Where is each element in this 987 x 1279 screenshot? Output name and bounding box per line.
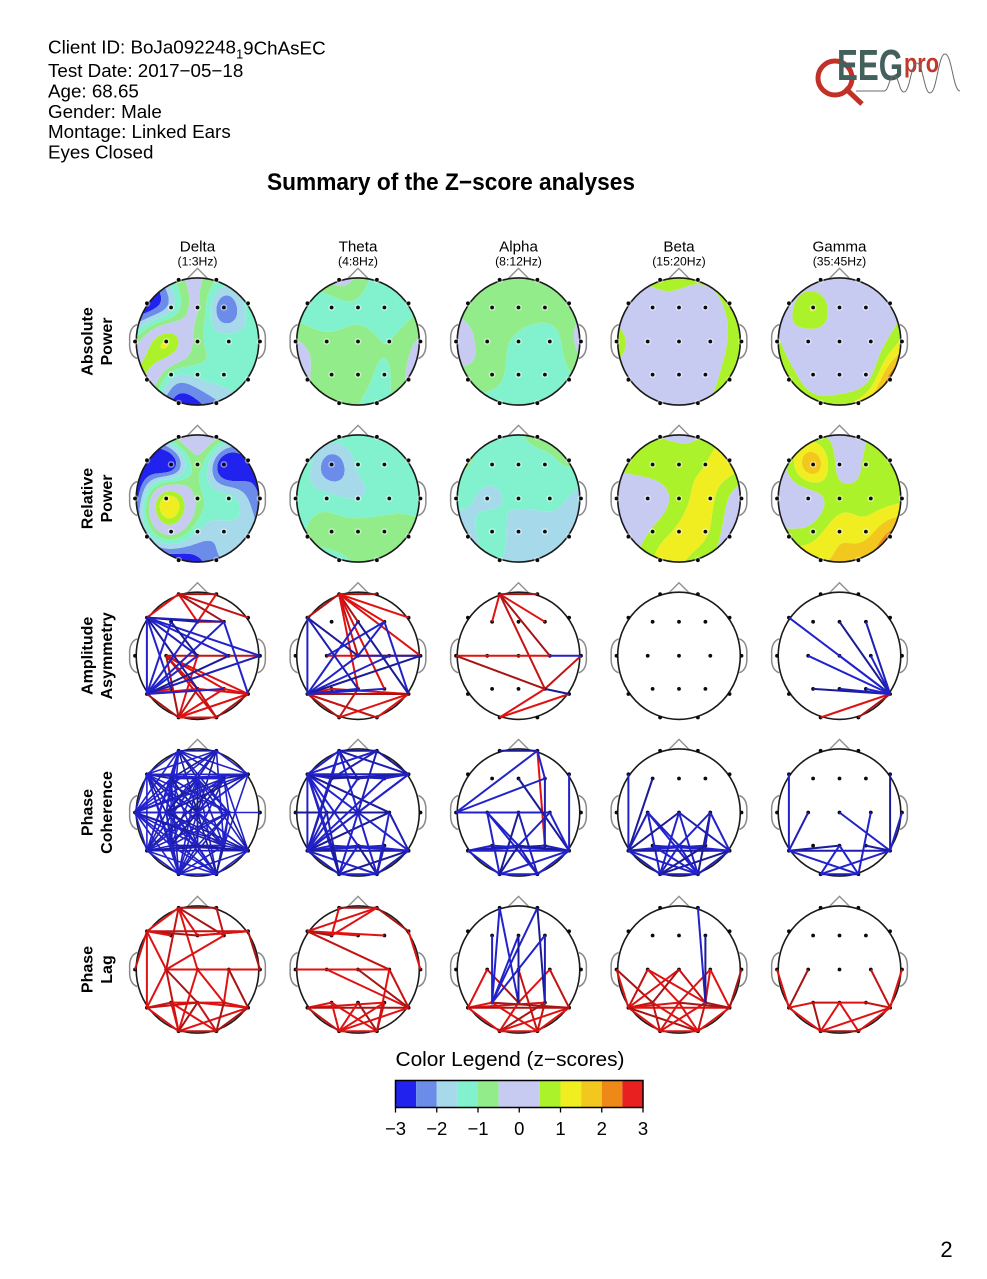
svg-text:Gender: Male: Gender: Male [48, 101, 162, 122]
svg-text:Montage: Linked Ears: Montage: Linked Ears [48, 121, 231, 142]
svg-text:Theta: Theta [339, 239, 378, 256]
svg-text:(1:3Hz): (1:3Hz) [178, 255, 218, 269]
svg-text:Eyes Closed: Eyes Closed [48, 141, 153, 162]
svg-text:2: 2 [597, 1118, 607, 1139]
svg-text:Amplitude: Amplitude [80, 617, 97, 695]
svg-text:Client ID: BoJa09224819ChAsEC: Client ID: BoJa09224819ChAsEC [48, 37, 326, 62]
svg-text:2: 2 [940, 1237, 952, 1262]
svg-text:Test Date: 2017−05−18: Test Date: 2017−05−18 [48, 60, 243, 81]
svg-text:−2: −2 [426, 1118, 447, 1139]
svg-text:(15:20Hz): (15:20Hz) [652, 255, 706, 269]
svg-text:Coherence: Coherence [99, 771, 116, 854]
svg-text:pro: pro [904, 48, 939, 78]
svg-text:Power: Power [99, 317, 116, 365]
svg-text:3: 3 [638, 1118, 648, 1139]
svg-text:(4:8Hz): (4:8Hz) [338, 255, 378, 269]
svg-text:(8:12Hz): (8:12Hz) [495, 255, 542, 269]
svg-text:−1: −1 [467, 1118, 488, 1139]
svg-text:Asymmetry: Asymmetry [99, 612, 116, 699]
svg-text:EEG: EEG [837, 41, 903, 90]
svg-text:Alpha: Alpha [499, 239, 538, 256]
svg-text:Age: 68.65: Age: 68.65 [48, 81, 139, 102]
svg-text:Beta: Beta [663, 239, 695, 256]
svg-text:Summary of the Z−score analyse: Summary of the Z−score analyses [267, 169, 635, 196]
svg-text:Phase: Phase [80, 946, 97, 993]
svg-text:Relative: Relative [80, 468, 97, 529]
svg-text:Absolute: Absolute [80, 307, 97, 376]
svg-text:0: 0 [514, 1118, 524, 1139]
svg-text:(35:45Hz): (35:45Hz) [813, 255, 867, 269]
svg-text:1: 1 [555, 1118, 565, 1139]
svg-text:−3: −3 [385, 1118, 406, 1139]
svg-text:Gamma: Gamma [812, 239, 867, 256]
svg-text:Power: Power [99, 474, 116, 522]
svg-text:Color Legend (z−scores): Color Legend (z−scores) [396, 1049, 625, 1071]
svg-text:Phase: Phase [80, 789, 97, 836]
svg-text:Lag: Lag [99, 955, 116, 983]
svg-text:Delta: Delta [180, 239, 216, 256]
